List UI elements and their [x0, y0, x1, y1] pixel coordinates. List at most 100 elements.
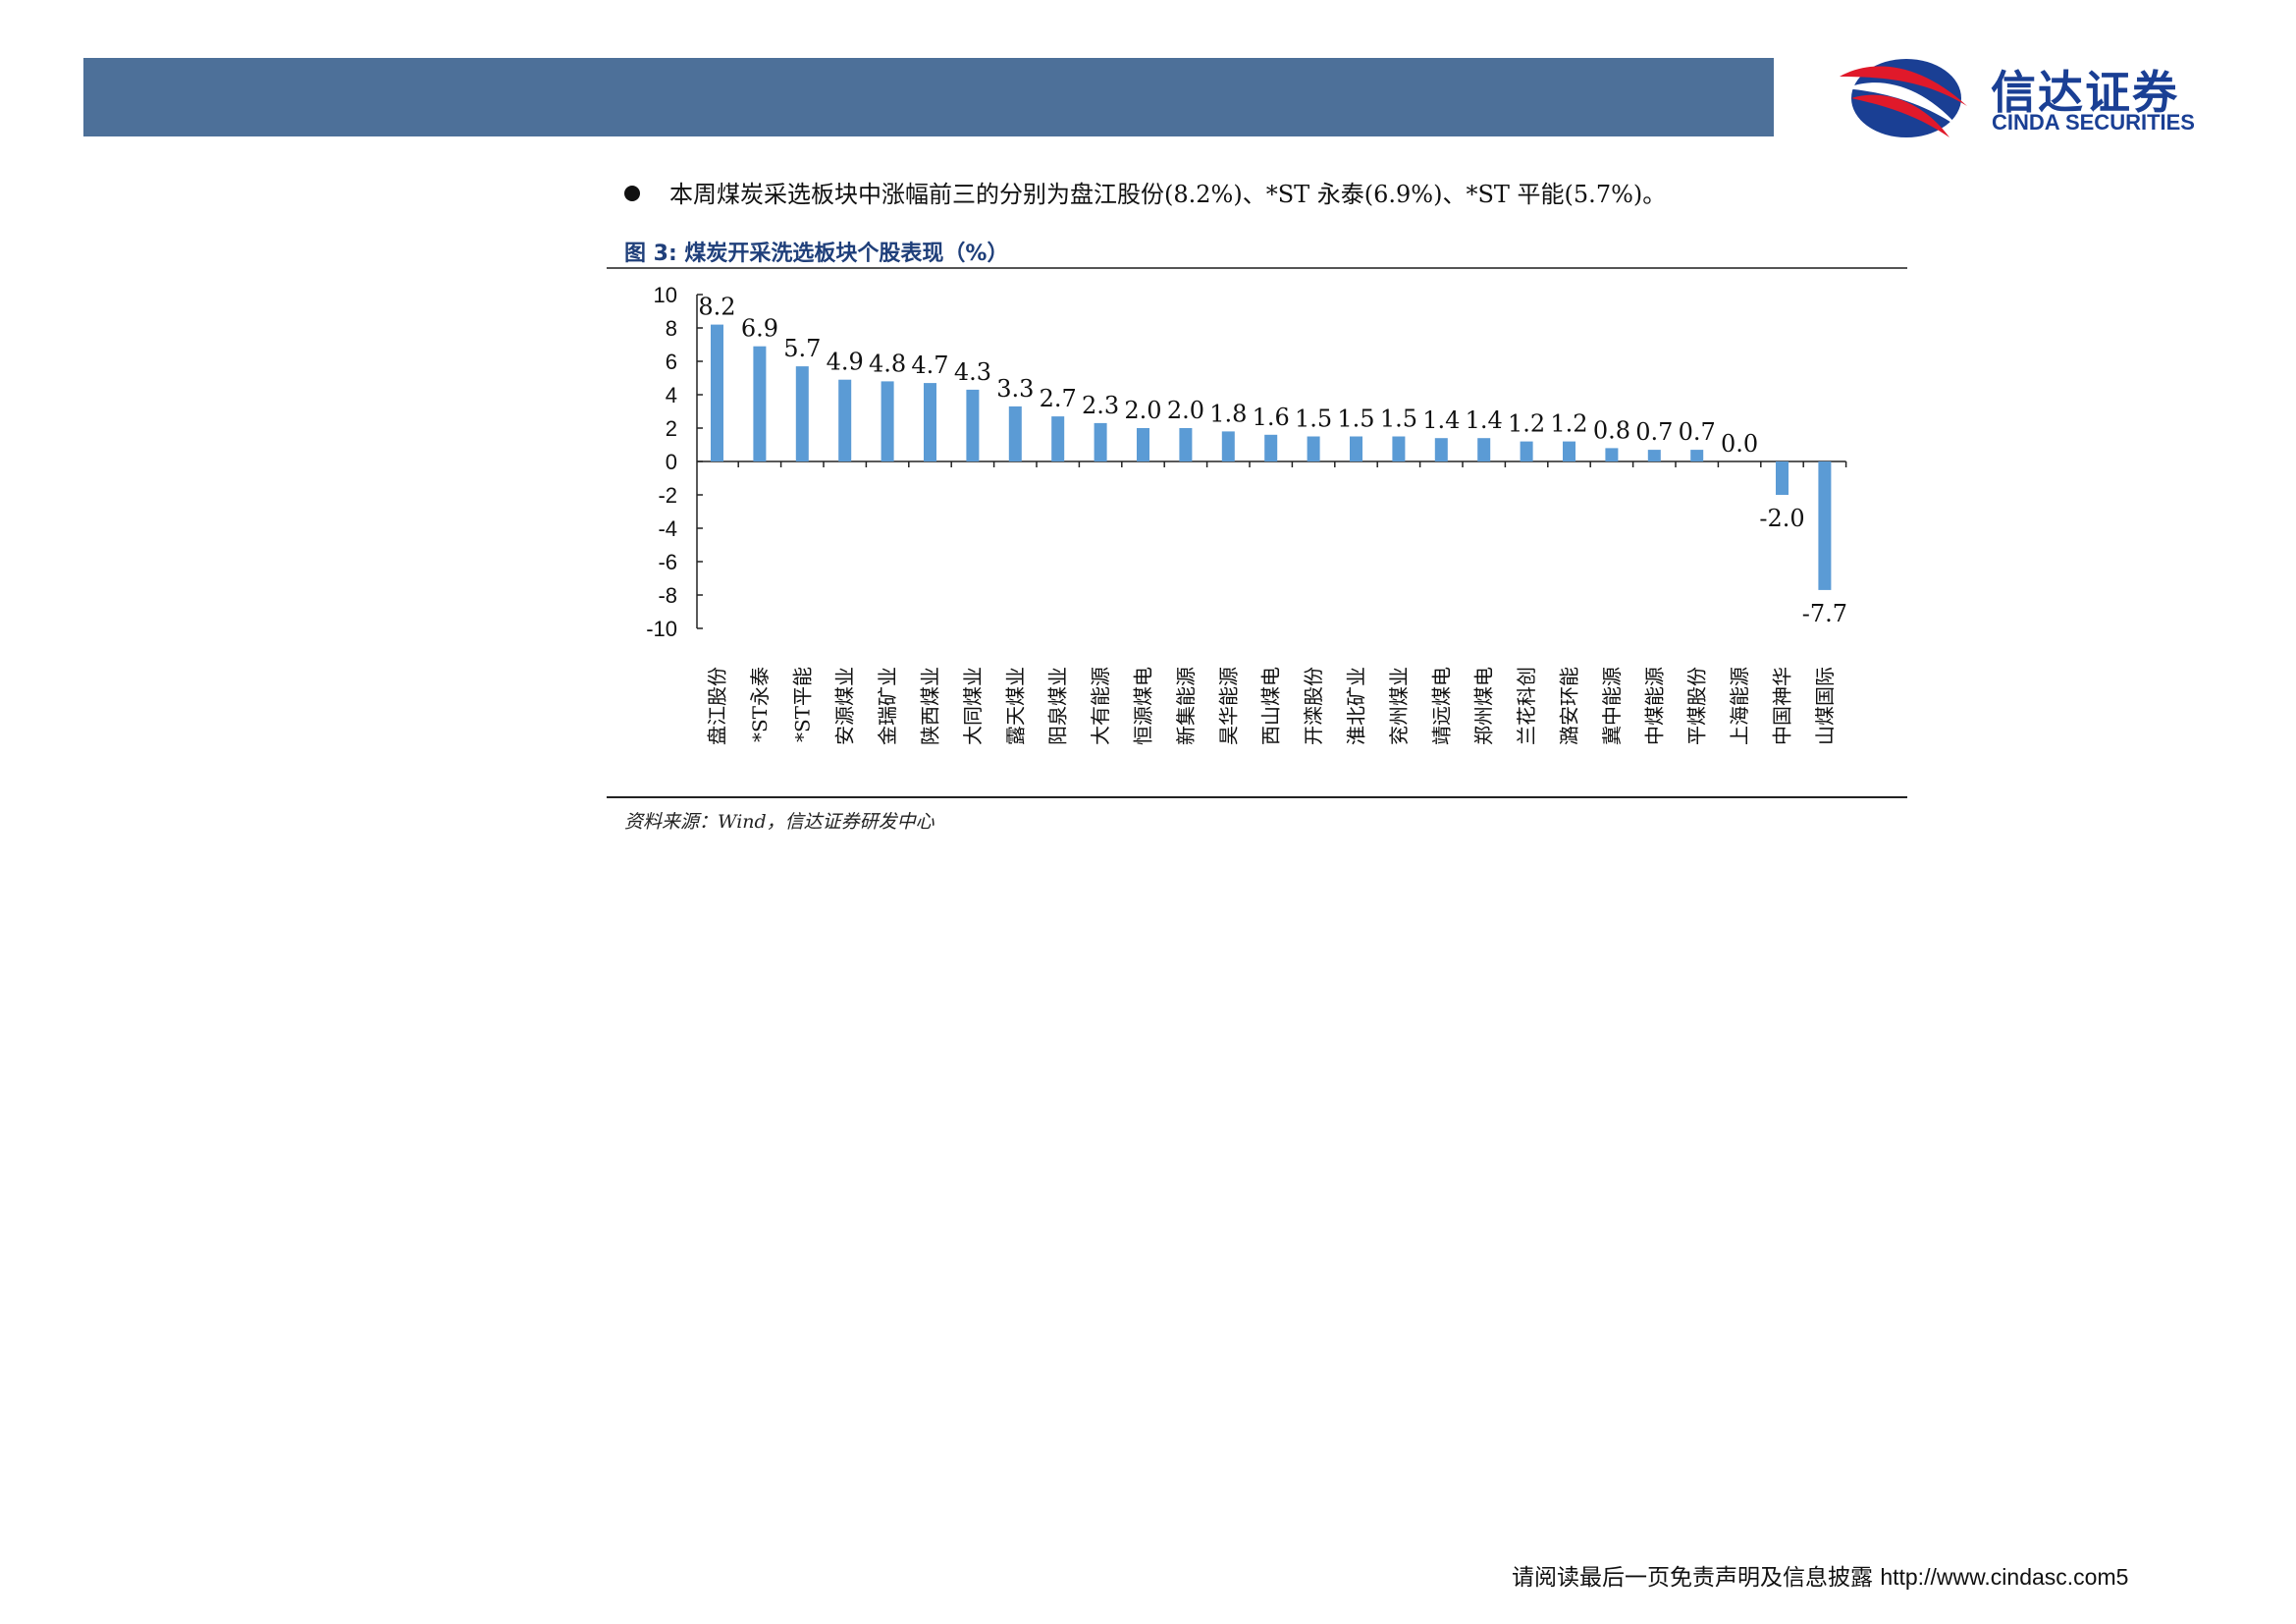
bar: [1179, 428, 1193, 461]
stock-performance-chart: 10 8 6 4 2 0 -2 -4 -6 -8 -10 8.2 盘江股份 6.9 *ST永泰 5.7 *ST平…: [646, 283, 1847, 745]
category-label: 露天煤业: [1003, 667, 1027, 745]
data-label: 4.3: [954, 358, 991, 386]
bar: [1776, 461, 1789, 495]
y-tick-label: -4: [658, 516, 677, 541]
bar: [1264, 434, 1278, 461]
data-label: 0.7: [1635, 418, 1673, 446]
y-tick-label: 6: [666, 350, 677, 374]
category-label: 昊华能源: [1216, 667, 1240, 745]
bar: [1221, 431, 1235, 461]
bar: [881, 381, 894, 461]
bar: [1094, 422, 1107, 461]
category-label: 上海能源: [1728, 667, 1751, 745]
category-label: 平煤股份: [1685, 667, 1709, 745]
figure-top-rule: [607, 267, 1907, 269]
data-label: 2.0: [1167, 397, 1204, 424]
cinda-logo-icon: [1840, 59, 1967, 137]
summary-text: 本周煤炭采选板块中涨幅前三的分别为盘江股份(8.2%)、*ST 永泰(6.9%)…: [669, 181, 1667, 208]
category-label: 兖州煤业: [1387, 667, 1411, 745]
bar: [838, 379, 852, 461]
data-label: 4.7: [911, 352, 948, 379]
bar: [711, 324, 723, 461]
category-label: 中国神华: [1771, 667, 1794, 745]
category-label: 安源煤业: [833, 667, 857, 745]
data-label: 0.8: [1593, 416, 1630, 444]
header-bar: [83, 58, 1774, 136]
bar: [1477, 438, 1491, 461]
data-label: 4.9: [827, 349, 864, 376]
figure-title: 图 3: 煤炭开采洗选板块个股表现（%）: [624, 242, 1009, 266]
category-label: 淮北矿业: [1345, 667, 1368, 745]
footer-url[interactable]: http://www.cindasc.com: [1880, 1564, 2116, 1590]
bar: [1647, 450, 1661, 461]
bar: [1137, 428, 1149, 461]
figure-bottom-rule: [607, 796, 1907, 798]
category-label: 郑州煤电: [1472, 667, 1496, 745]
y-tick-label: 2: [666, 416, 677, 441]
category-label: 陕西煤业: [919, 667, 942, 745]
data-label: 8.2: [698, 294, 735, 321]
data-label: -2.0: [1759, 505, 1804, 532]
data-label: -7.7: [1802, 600, 1847, 627]
data-label: 1.2: [1550, 410, 1587, 438]
category-label: 恒源煤电: [1132, 667, 1155, 745]
data-label: 2.7: [1040, 385, 1077, 412]
y-tick-label: 4: [666, 383, 677, 407]
logo-english-text: CINDA SECURITIES: [1992, 110, 2195, 135]
bullet-icon: [624, 185, 640, 201]
category-label: 中煤能源: [1642, 667, 1666, 745]
y-tick-label: -8: [658, 583, 677, 608]
y-tick-label: 8: [666, 316, 677, 341]
cinda-logo: 信达证券 CINDA SECURITIES: [1832, 51, 2224, 149]
data-label: 1.8: [1209, 400, 1247, 427]
y-tick-label: 10: [654, 283, 677, 307]
data-label: 2.3: [1082, 392, 1119, 419]
bar: [1434, 438, 1448, 461]
bar: [1307, 436, 1320, 461]
data-label: 1.4: [1422, 406, 1460, 434]
bar: [1818, 461, 1832, 590]
category-label: 大同煤业: [961, 667, 985, 745]
category-label: 阳泉煤业: [1046, 667, 1070, 745]
bar: [1690, 450, 1704, 461]
bar: [1350, 436, 1362, 461]
data-label: 1.5: [1380, 406, 1417, 433]
bar: [1051, 416, 1065, 461]
data-label: 6.9: [741, 315, 778, 343]
category-label: 新集能源: [1174, 667, 1198, 745]
category-label: 兰花科创: [1515, 667, 1538, 745]
summary-bullet: 本周煤炭采选板块中涨幅前三的分别为盘江股份(8.2%)、*ST 永泰(6.9%)…: [624, 175, 1900, 209]
y-tick-label: -2: [658, 483, 677, 508]
data-label: 1.2: [1508, 410, 1545, 438]
data-label: 0.0: [1721, 430, 1758, 458]
data-label: 1.4: [1466, 406, 1503, 434]
bar: [1008, 406, 1022, 461]
data-label: 1.5: [1337, 406, 1374, 433]
data-label: 0.7: [1679, 418, 1716, 446]
data-label: 5.7: [783, 335, 821, 362]
category-label: 大有能源: [1089, 667, 1112, 745]
bar: [753, 346, 767, 461]
bar: [1392, 436, 1406, 461]
bar: [1605, 448, 1619, 461]
data-label: 4.8: [869, 350, 906, 377]
category-label: 潞安环能: [1558, 667, 1581, 745]
source-note: 资料来源：Wind，信达证券研发中心: [624, 811, 934, 833]
category-label: *ST平能: [790, 667, 814, 742]
category-label: 冀中能源: [1600, 667, 1624, 745]
bar: [1563, 441, 1575, 461]
data-label: 1.5: [1295, 406, 1332, 433]
logo-chinese-text: 信达证券: [1991, 66, 2179, 119]
y-tick-label: 0: [666, 450, 677, 474]
category-label: 金瑞矿业: [876, 667, 899, 745]
data-label: 1.6: [1253, 404, 1290, 431]
category-label: 靖远煤电: [1429, 667, 1453, 745]
bar: [924, 383, 936, 461]
category-label: 山煤国际: [1813, 667, 1837, 745]
footer-disclaimer: 请阅读最后一页免责声明及信息披露: [1512, 1565, 1873, 1591]
y-tick-label: -6: [658, 550, 677, 574]
bar: [966, 389, 980, 461]
category-label: *ST永泰: [748, 667, 772, 742]
y-tick-label: -10: [646, 617, 677, 641]
data-label: 2.0: [1124, 397, 1161, 424]
